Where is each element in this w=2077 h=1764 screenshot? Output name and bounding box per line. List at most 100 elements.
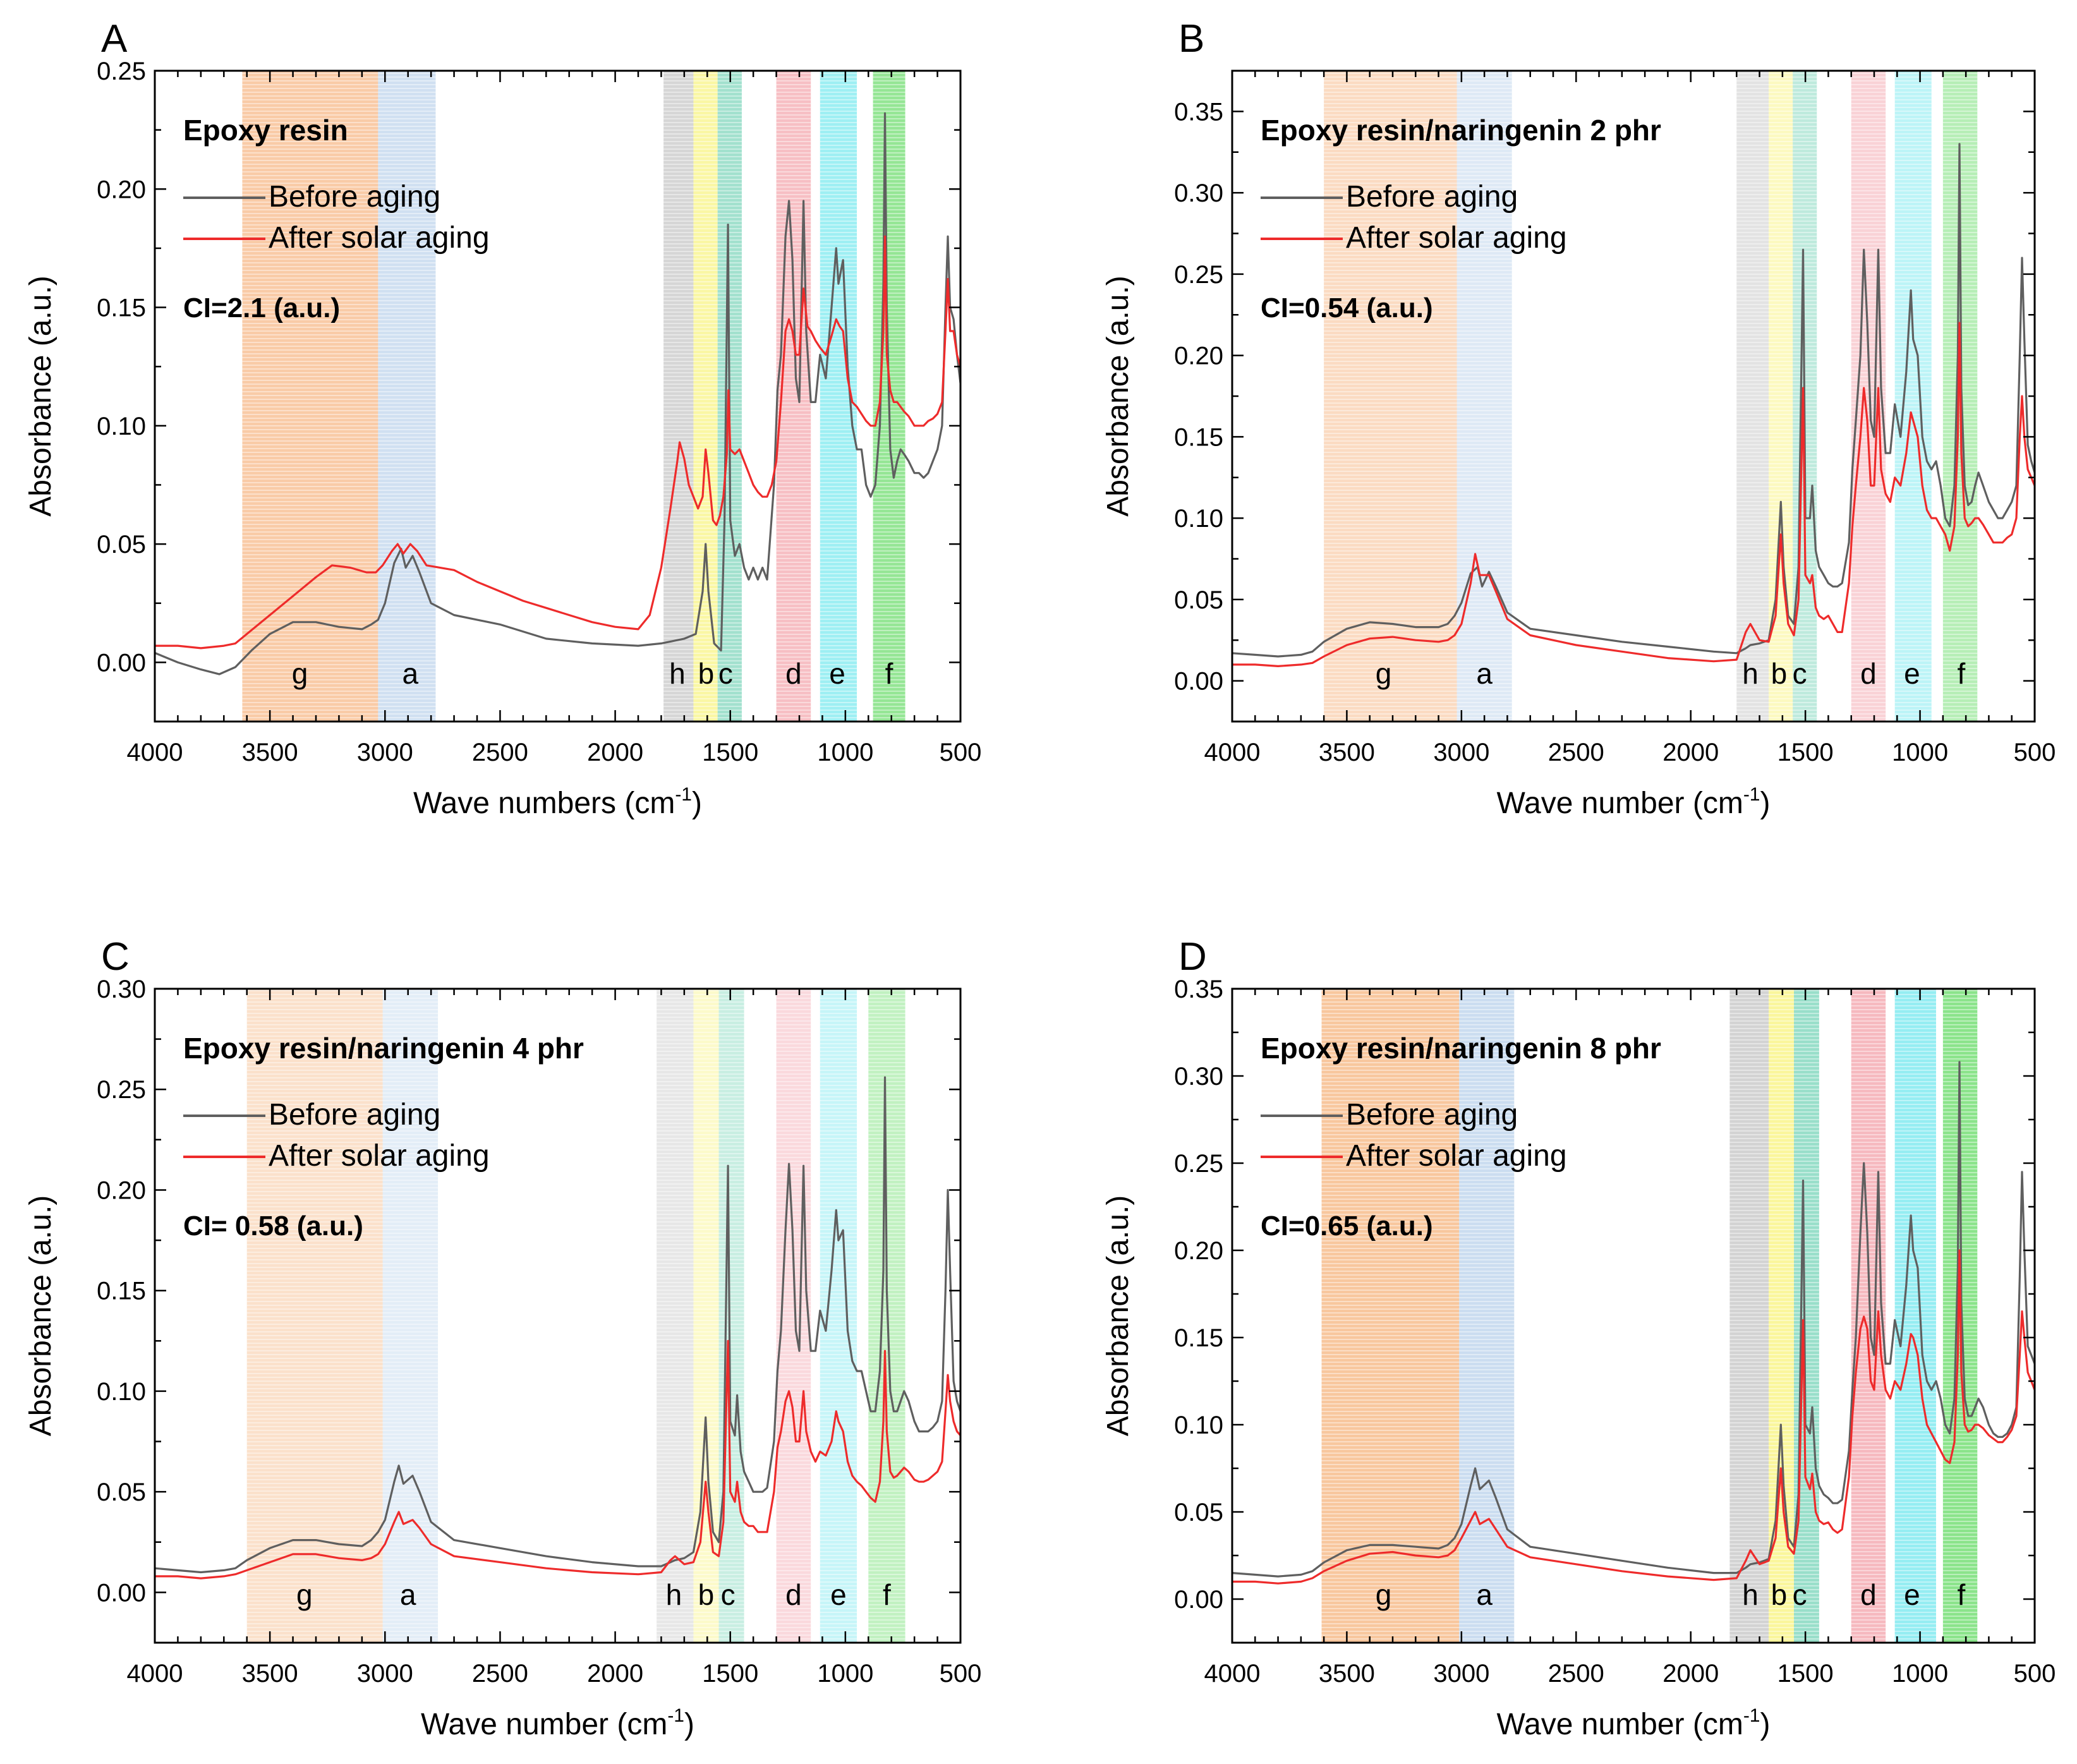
y-tick-label: 0.35 — [1174, 976, 1223, 1003]
x-tick-label: 2500 — [1548, 1660, 1604, 1688]
x-tick-label: 3500 — [1319, 1660, 1375, 1688]
band-group — [242, 71, 905, 722]
band-label-g: g — [1376, 1578, 1392, 1611]
band-hatch-a — [378, 71, 436, 722]
legend-label-before: Before aging — [1346, 180, 1518, 214]
band-hatch-g — [242, 71, 378, 722]
band-label-d: d — [785, 1578, 802, 1611]
y-tick-label: 0.20 — [97, 176, 146, 203]
y-tick-label: 0.30 — [1174, 179, 1223, 207]
y-tick-label: 0.00 — [97, 649, 146, 677]
band-hatch-b — [1769, 989, 1794, 1643]
series-before-aging — [1232, 143, 2035, 658]
x-tick-label: 1500 — [702, 739, 758, 766]
band-label-e: e — [829, 657, 845, 690]
band-hatch-e — [1894, 71, 1932, 722]
y-tick-label: 0.05 — [1174, 1499, 1223, 1526]
band-label-e: e — [1904, 657, 1920, 690]
plot-frame — [154, 988, 962, 1644]
band-label-c: c — [1793, 657, 1807, 690]
x-tick-label: 500 — [2014, 739, 2056, 766]
band-label-a: a — [1476, 1578, 1493, 1611]
x-tick-label: 1500 — [1777, 739, 1834, 766]
y-tick-label: 0.25 — [97, 1076, 146, 1104]
band-label-f: f — [885, 657, 893, 690]
x-tick-label: 2000 — [1662, 739, 1719, 766]
panel-letter: B — [1178, 17, 1204, 61]
x-tick-label: 2500 — [472, 1660, 528, 1688]
band-label-d: d — [1860, 657, 1877, 690]
band-hatch-h — [657, 989, 694, 1643]
y-tick-label: 0.20 — [1174, 1237, 1223, 1265]
x-tick-label: 3500 — [242, 1660, 298, 1688]
y-axis-label: Absorbance (a.u.) — [1101, 1195, 1135, 1437]
band-label-b: b — [1771, 1578, 1788, 1611]
x-tick-label: 2000 — [1662, 1660, 1719, 1688]
y-tick-label: 0.30 — [1174, 1063, 1223, 1090]
series-after-solar-aging — [1232, 1249, 2035, 1585]
y-tick-label: 0.00 — [1174, 668, 1223, 696]
ci-annotation: CI=0.65 (a.u.) — [1261, 1211, 1433, 1241]
x-tick-label: 1500 — [1777, 1660, 1834, 1688]
y-tick-label: 0.10 — [97, 413, 146, 440]
series-before-aging — [1232, 1061, 2035, 1578]
band-hatch-c — [718, 989, 744, 1643]
series-group — [155, 112, 960, 675]
band-group — [1324, 71, 1978, 722]
legend-label-after: After solar aging — [269, 1139, 490, 1173]
series-group — [1232, 1061, 2035, 1585]
legend-label-after: After solar aging — [1346, 1139, 1567, 1173]
band-label-b: b — [698, 1578, 715, 1611]
panel-title: Epoxy resin/naringenin 4 phr — [183, 1032, 584, 1065]
x-tick-label: 500 — [940, 739, 982, 766]
band-label-a: a — [403, 657, 419, 690]
band-label-b: b — [698, 657, 715, 690]
band-label-e: e — [830, 1578, 847, 1611]
x-tick-label: 3500 — [242, 739, 298, 766]
y-tick-label: 0.15 — [97, 1278, 146, 1305]
band-hatch-e — [820, 989, 857, 1643]
y-tick-label: 0.25 — [1174, 261, 1223, 289]
x-tick-label: 1000 — [817, 739, 873, 766]
band-label-f: f — [1957, 1578, 1965, 1611]
x-tick-label: 4000 — [1204, 1660, 1261, 1688]
y-tick-label: 0.10 — [97, 1378, 146, 1406]
band-hatch-b — [693, 71, 718, 722]
y-tick-label: 0.10 — [1174, 1411, 1223, 1439]
panel-title: Epoxy resin/naringenin 2 phr — [1261, 114, 1661, 147]
band-label-g: g — [296, 1578, 313, 1611]
y-tick-label: 0.15 — [1174, 423, 1223, 451]
x-tick-label: 2500 — [472, 739, 528, 766]
x-tick-label: 4000 — [127, 1660, 183, 1688]
panel-a: A 4000 3500 3000 2500 2000 1500 1000 500 0.00 0.05… — [24, 17, 981, 820]
panel-d: D 4000 3500 3000 2500 2000 1500 1000 500 0.00 0.05… — [1101, 935, 2056, 1741]
x-tick-label: 4000 — [1204, 739, 1261, 766]
legend-label-after: After solar aging — [1346, 221, 1567, 255]
band-label-c: c — [721, 1578, 736, 1611]
band-hatch-g — [1321, 989, 1460, 1643]
band-hatch-a — [1456, 71, 1512, 722]
legend-label-before: Before aging — [1346, 1098, 1518, 1132]
plot-frame — [1231, 988, 2036, 1644]
band-hatch-g — [1324, 71, 1457, 722]
band-hatch-h — [1729, 989, 1769, 1643]
band-label-g: g — [1376, 657, 1392, 690]
x-axis-label: Wave number (cm-1) — [1497, 1705, 1771, 1741]
band-label-e: e — [1904, 1578, 1920, 1611]
band-label-g: g — [292, 657, 308, 690]
plot-frame — [154, 69, 962, 723]
panel-b: B 4000 3500 3000 2500 2000 1500 1000 500 0.00 0.05… — [1101, 17, 2056, 820]
panel-letter: C — [101, 935, 130, 979]
panel-letter: A — [101, 17, 128, 61]
panel-c: C 4000 3500 3000 2500 2000 1500 1000 500 0.00 0.05… — [24, 935, 981, 1741]
band-label-c: c — [1793, 1578, 1807, 1611]
panel-title: Epoxy resin — [183, 114, 348, 147]
band-hatch-c — [1794, 989, 1819, 1643]
y-tick-label: 0.25 — [1174, 1150, 1223, 1178]
x-tick-label: 1000 — [817, 1660, 873, 1688]
y-tick-label: 0.35 — [1174, 98, 1223, 126]
x-tick-label: 1000 — [1892, 739, 1948, 766]
band-label-h: h — [669, 657, 686, 690]
band-group — [246, 989, 905, 1643]
y-tick-label: 0.05 — [97, 1478, 146, 1506]
